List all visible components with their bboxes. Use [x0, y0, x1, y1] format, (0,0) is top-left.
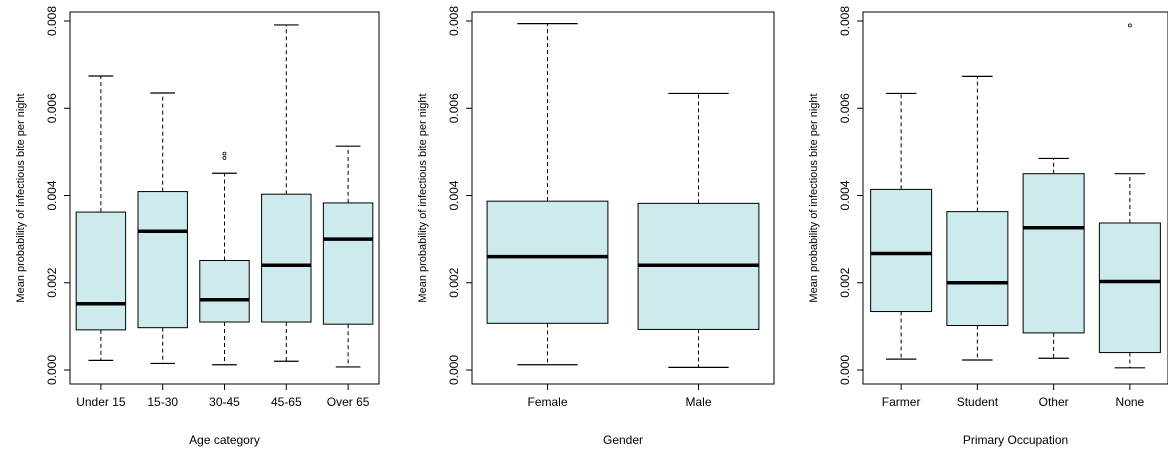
- x-axis-title: Primary Occupation: [963, 433, 1068, 447]
- box-iqr: [322, 202, 374, 325]
- box-female: [486, 23, 609, 366]
- x-tick-label: Farmer: [882, 395, 921, 409]
- box-iqr: [870, 188, 933, 313]
- box-other: [1022, 157, 1085, 359]
- outlier-point: [222, 151, 227, 156]
- y-axis-title: Mean probability of infectious bite per …: [417, 93, 429, 302]
- box-none: [1098, 23, 1161, 369]
- x-axis-title: Age category: [189, 433, 260, 447]
- outlier-point: [222, 156, 227, 160]
- x-tick-label: Female: [527, 395, 567, 409]
- y-tick-label: 0.008: [45, 6, 59, 36]
- box-farmer: [870, 92, 933, 360]
- box-iqr: [1098, 222, 1161, 354]
- x-tick-label: 30-45: [209, 395, 240, 409]
- y-tick-label: 0.000: [447, 355, 461, 385]
- y-axis-title: Mean probability of infectious bite per …: [15, 93, 27, 302]
- x-tick-label: None: [1116, 395, 1145, 409]
- box-student: [946, 75, 1009, 361]
- y-tick-label: 0.004: [447, 180, 461, 210]
- outlier-point: [1127, 23, 1132, 28]
- plot-frame: [471, 11, 775, 385]
- x-tick-label: Under 15: [76, 395, 126, 409]
- box-under-15: [75, 75, 127, 362]
- box-male: [637, 92, 760, 368]
- x-tick-label: Male: [685, 395, 711, 409]
- chart-panel-3: 0.000 0.002 0.004 0.006 0.008 Mean probabilit…: [808, 6, 1168, 447]
- y-tick-label: 0.004: [45, 180, 59, 210]
- y-tick-label: 0.002: [447, 267, 461, 297]
- x-tick-label: Over 65: [327, 395, 370, 409]
- y-tick-label: 0.002: [838, 267, 852, 297]
- y-tick-label: 0.006: [838, 93, 852, 123]
- box-iqr: [199, 260, 250, 323]
- x-axis-title: Gender: [603, 433, 643, 447]
- chart-panel-2: 0.000 0.002 0.004 0.006 0.008 Mean probabilit…: [417, 6, 775, 447]
- x-tick-label: 15-30: [147, 395, 178, 409]
- box-30-45: [199, 151, 250, 366]
- box-iqr: [486, 200, 609, 324]
- plot-frame: [862, 11, 1168, 385]
- y-tick-label: 0.004: [838, 180, 852, 210]
- y-tick-label: 0.000: [45, 355, 59, 385]
- x-tick-label: Student: [957, 395, 999, 409]
- box-over-65: [322, 145, 374, 368]
- box-45-65: [261, 24, 312, 362]
- y-tick-label: 0.006: [447, 93, 461, 123]
- y-tick-label: 0.002: [45, 267, 59, 297]
- y-axis-title: Mean probability of infectious bite per …: [808, 93, 820, 302]
- x-tick-label: 45-65: [271, 395, 302, 409]
- box-iqr: [1022, 173, 1085, 334]
- box-iqr: [137, 191, 188, 329]
- y-tick-label: 0.006: [45, 93, 59, 123]
- box-iqr: [261, 193, 312, 323]
- x-tick-label: Other: [1039, 395, 1069, 409]
- y-tick-label: 0.008: [838, 6, 852, 36]
- box-15-30: [137, 92, 188, 365]
- y-tick-label: 0.008: [447, 6, 461, 36]
- box-iqr: [946, 211, 1009, 327]
- box-iqr: [75, 211, 127, 331]
- y-tick-label: 0.000: [838, 355, 852, 385]
- chart-panel-1: 0.000 0.002 0.004 0.006 0.008 Mean probabilit…: [15, 6, 380, 447]
